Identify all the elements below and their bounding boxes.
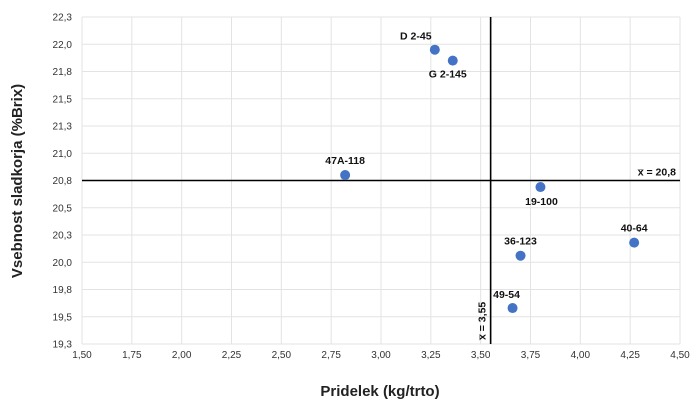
point-labels: D 2-45 G 2-145 47A-118 19-100 40-64 36-123 49-… xyxy=(325,31,647,301)
data-point xyxy=(447,55,458,66)
y-tick-label: 21,8 xyxy=(53,67,73,78)
x-tick-label: 2,50 xyxy=(272,350,292,361)
data-point xyxy=(340,170,351,181)
data-point xyxy=(629,237,640,248)
point-label: G 2-145 xyxy=(429,69,467,81)
point-label: D 2-45 xyxy=(400,31,432,43)
data-point xyxy=(429,44,440,55)
x-tick-label: 2,25 xyxy=(222,350,242,361)
point-label: 19-100 xyxy=(525,196,558,208)
x-tick-label: 4,50 xyxy=(670,350,690,361)
y-tick-label: 19,5 xyxy=(53,312,73,323)
y-tick-label: 21,0 xyxy=(53,149,73,160)
y-tick-label: 19,3 xyxy=(53,340,73,351)
x-tick-label: 3,00 xyxy=(371,350,391,361)
data-point xyxy=(515,250,526,261)
reference-lines: x̅ = 20,8 x̅ = 3,55 xyxy=(82,17,680,344)
x-tick-label: 4,00 xyxy=(571,350,591,361)
x-tick-labels: 1,50 1,75 2,00 2,25 2,50 2,75 3,00 3,25 3,50 3,75… xyxy=(72,350,690,361)
x-tick-label: 1,50 xyxy=(72,350,92,361)
x-tick-label: 2,00 xyxy=(172,350,192,361)
y-axis-title: Vsebnost sladkorja (%Brix) xyxy=(9,84,26,278)
x-tick-label: 3,25 xyxy=(421,350,441,361)
y-tick-label: 19,8 xyxy=(53,285,73,296)
y-tick-label: 21,5 xyxy=(53,94,73,105)
y-tick-label: 22,3 xyxy=(53,13,73,24)
x-tick-label: 2,75 xyxy=(321,350,341,361)
y-tick-label: 20,3 xyxy=(53,231,73,242)
x-tick-label: 1,75 xyxy=(122,350,142,361)
y-tick-label: 20,0 xyxy=(53,258,73,269)
data-point xyxy=(507,303,518,314)
x-axis-title: Pridelek (kg/trto) xyxy=(320,383,439,400)
x-tick-label: 3,75 xyxy=(521,350,541,361)
y-tick-label: 22,0 xyxy=(53,40,73,51)
x-tick-label: 4,25 xyxy=(620,350,640,361)
point-label: 36-123 xyxy=(504,236,537,248)
y-tick-label: 20,5 xyxy=(53,203,73,214)
y-tick-label: 20,8 xyxy=(53,176,73,187)
data-points xyxy=(340,44,640,314)
y-mean-label: x̅ = 20,8 xyxy=(637,167,677,179)
point-label: 40-64 xyxy=(621,223,648,235)
data-point xyxy=(535,182,546,193)
point-label: 47A-118 xyxy=(325,155,365,167)
point-label: 49-54 xyxy=(493,289,520,301)
y-tick-labels: 19,3 19,5 19,8 20,0 20,3 20,5 20,8 21,0 21,3 21,5… xyxy=(53,13,73,351)
x-tick-label: 3,50 xyxy=(471,350,491,361)
y-tick-label: 21,3 xyxy=(53,122,73,133)
x-mean-label: x̅ = 3,55 xyxy=(477,302,489,342)
